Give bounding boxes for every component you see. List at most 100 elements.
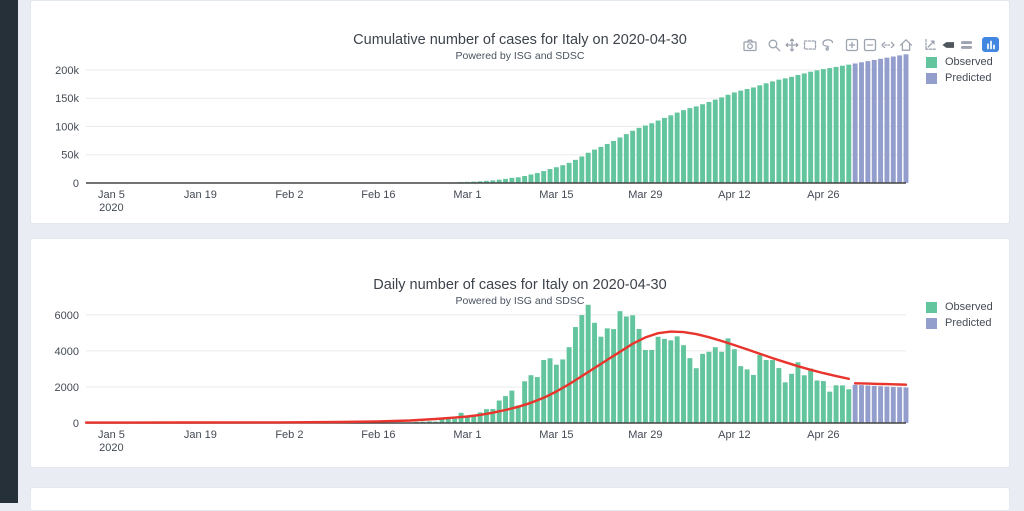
bar[interactable] [560,165,565,183]
bar[interactable] [878,386,883,423]
bar[interactable] [681,110,686,183]
bar[interactable] [630,131,635,183]
hover-compare-icon[interactable] [958,37,973,52]
bar[interactable] [586,153,591,183]
bar[interactable] [776,368,781,423]
bar[interactable] [783,78,788,183]
bar[interactable] [618,137,623,183]
bar[interactable] [751,87,756,183]
bar[interactable] [541,171,546,183]
bar[interactable] [624,134,629,183]
bar[interactable] [656,337,661,423]
bar[interactable] [554,365,559,423]
bar[interactable] [637,128,642,183]
autoscale-icon[interactable] [880,37,895,52]
bar[interactable] [713,100,718,183]
bar[interactable] [687,358,692,423]
bar[interactable] [757,85,762,183]
bar[interactable] [573,327,578,423]
legend-item-observed[interactable]: Observed [926,301,993,313]
bar[interactable] [827,392,832,423]
bar[interactable] [884,387,889,423]
bar[interactable] [598,337,603,423]
bar[interactable] [529,174,534,183]
bar[interactable] [560,359,565,423]
bar[interactable] [726,95,731,183]
bar[interactable] [891,57,896,183]
bar[interactable] [668,115,673,183]
bar[interactable] [649,123,654,183]
bar[interactable] [611,329,616,423]
bar[interactable] [853,385,858,423]
bar[interactable] [662,118,667,183]
bar[interactable] [624,316,629,423]
bar[interactable] [719,97,724,183]
bar[interactable] [490,409,495,423]
toggle-spikelines-icon[interactable] [922,37,937,52]
bar[interactable] [776,80,781,183]
bar[interactable] [815,381,820,423]
bar[interactable] [649,350,654,423]
bar[interactable] [878,59,883,183]
bar[interactable] [611,141,616,183]
bar[interactable] [745,369,750,423]
bar[interactable] [592,323,597,423]
plotly-logo-icon[interactable] [982,37,999,52]
bar[interactable] [643,350,648,423]
box-select-icon[interactable] [802,37,817,52]
bar[interactable] [840,385,845,423]
bar[interactable] [757,355,762,423]
bar[interactable] [904,387,909,423]
bar[interactable] [745,89,750,183]
bar[interactable] [789,77,794,183]
lasso-icon[interactable] [820,37,835,52]
bar[interactable] [897,55,902,183]
bar[interactable] [897,387,902,423]
bar[interactable] [815,70,820,183]
bar[interactable] [904,54,909,183]
bar[interactable] [865,61,870,183]
bar[interactable] [732,349,737,423]
bar[interactable] [840,66,845,183]
bar[interactable] [687,108,692,183]
bar[interactable] [598,147,603,183]
bar[interactable] [795,362,800,423]
bar[interactable] [770,360,775,423]
bar[interactable] [802,73,807,183]
bar[interactable] [535,173,540,183]
bar[interactable] [579,315,584,423]
bar[interactable] [834,385,839,423]
bar[interactable] [764,360,769,423]
bar[interactable] [541,360,546,423]
bar[interactable] [802,375,807,423]
bar[interactable] [853,63,858,183]
bar[interactable] [808,72,813,183]
bar[interactable] [573,160,578,183]
bar[interactable] [656,121,661,183]
reset-axes-icon[interactable] [898,37,913,52]
bar[interactable] [675,336,680,423]
bar[interactable] [834,67,839,183]
bar[interactable] [548,358,553,423]
bar[interactable] [795,75,800,183]
bar[interactable] [618,311,623,423]
bar[interactable] [529,375,534,423]
bar[interactable] [681,345,686,423]
bar[interactable] [719,352,724,423]
bar[interactable] [700,104,705,183]
bar[interactable] [694,368,699,423]
bar[interactable] [872,60,877,183]
zoom-out-icon[interactable] [862,37,877,52]
legend-item-predicted[interactable]: Predicted [926,72,993,84]
bar[interactable] [643,126,648,183]
bar[interactable] [713,347,718,423]
bar[interactable] [865,386,870,423]
bar[interactable] [605,328,610,423]
bar[interactable] [522,176,527,183]
bar[interactable] [586,305,591,423]
bar[interactable] [579,156,584,183]
bar[interactable] [859,62,864,183]
bar[interactable] [522,381,527,423]
